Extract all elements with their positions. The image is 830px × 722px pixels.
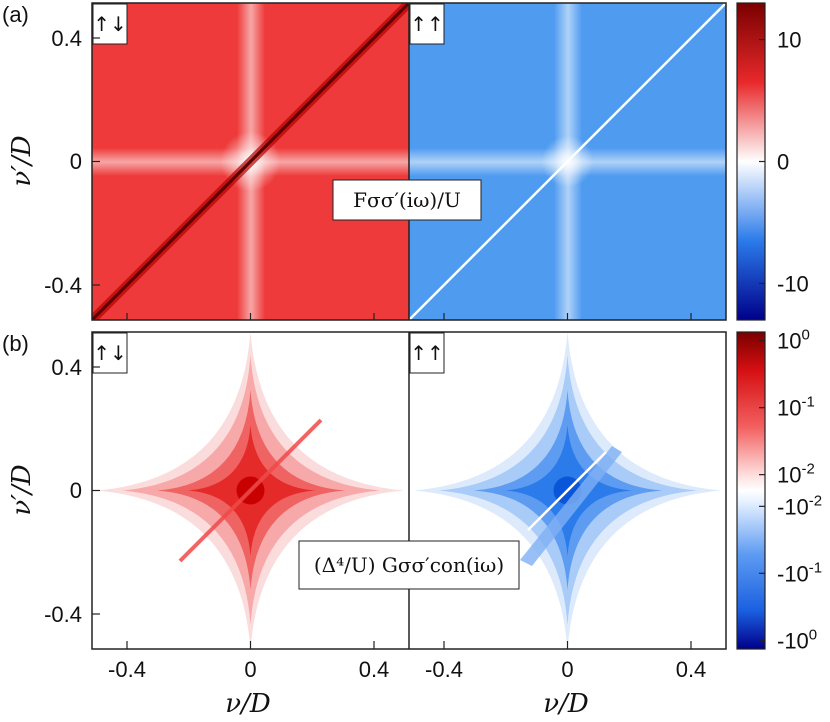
x-tick-label: 0 xyxy=(561,657,573,682)
heatmap-b-upup xyxy=(409,332,726,649)
x-tick-label: 0 xyxy=(244,657,256,682)
y-tick-label: 0.4 xyxy=(51,26,82,51)
heatmap-a-upup xyxy=(409,3,726,320)
y-tick-label: -0.4 xyxy=(44,602,82,627)
spin-label-b-updown: ↑↓ xyxy=(93,341,127,365)
x-axis-label-right: ν/D xyxy=(543,689,589,719)
x-tick-label: 0.4 xyxy=(676,657,707,682)
heatmap-a-updown xyxy=(92,3,409,320)
colorbar-a-tick-label: 0 xyxy=(777,150,789,175)
x-tickmarks-a xyxy=(126,313,692,320)
colorbar-b-tick-label: 10-2 xyxy=(777,461,815,488)
colorbar-b-tick-label: -100 xyxy=(777,626,817,653)
y-tick-label: 0 xyxy=(70,478,82,503)
colorbar-b-tick-label: 100 xyxy=(777,327,810,354)
spin-label-a-upup: ↑↑ xyxy=(410,12,444,36)
x-axis-label-left: ν/D xyxy=(225,689,271,719)
panel-label-a: (a) xyxy=(2,2,29,27)
x-tick-label: 0.4 xyxy=(359,657,390,682)
colorbar-a-tick-label: -10 xyxy=(777,271,809,296)
colorbar-b-tick-label: 10-1 xyxy=(777,394,815,421)
y-axis-label-b: ν′/D xyxy=(7,464,37,515)
panel-label-b: (b) xyxy=(2,331,29,356)
y-ticks-b: 0.4 0 -0.4 xyxy=(44,355,100,627)
x-ticks-b: -0.4 0 0.4 -0.4 0 0.4 xyxy=(108,641,706,682)
y-tick-label: 0 xyxy=(70,149,82,174)
annotation-a: Fσσ′(iω)/U xyxy=(353,188,461,212)
spin-label-b-upup: ↑↑ xyxy=(410,341,444,365)
colorbar-b-tick-label: -10-2 xyxy=(777,492,822,519)
y-ticks-a: 0.4 0 -0.4 xyxy=(44,26,100,298)
colorbar-b-tick-label: -10-1 xyxy=(777,559,822,586)
y-tick-label: -0.4 xyxy=(44,273,82,298)
colorbar-b-ticks: 100 10-1 10-2 -10-2 -10-1 -100 xyxy=(759,327,822,653)
y-tick-label: 0.4 xyxy=(51,355,82,380)
x-tick-label: -0.4 xyxy=(425,657,463,682)
spin-label-a-updown: ↑↓ xyxy=(93,12,127,36)
colorbar-a-ticks: 10 0 -10 xyxy=(759,28,809,296)
annotation-b: (Δ⁴/U) Gσσ′con(iω) xyxy=(314,553,504,577)
panel-b: ↑↓ ↑↑ (Δ⁴/U) Gσσ′con(iω) 0.4 0 -0.4 -0.4… xyxy=(44,327,822,682)
colorbar-b xyxy=(736,331,766,650)
heatmap-b-updown xyxy=(92,332,409,649)
colorbar-a-tick-label: 10 xyxy=(777,28,801,53)
y-axis-label-a: ν′/D xyxy=(7,135,37,186)
x-tick-label: -0.4 xyxy=(108,657,146,682)
panel-a: ↑↓ ↑↑ Fσσ′(iω)/U 0.4 0 -0.4 10 0 -10 xyxy=(44,2,809,321)
